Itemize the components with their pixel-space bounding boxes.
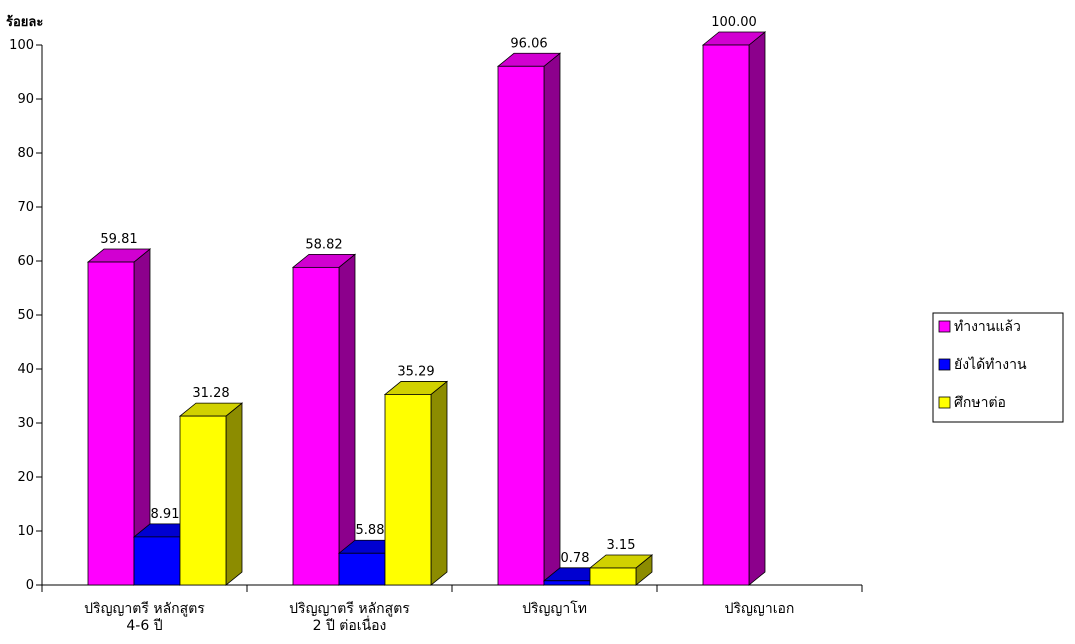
bar-3-3 [588,554,654,586]
data-label: 59.81 [100,232,137,247]
data-label: 0.78 [561,551,590,566]
y-tick-label: 20 [17,470,34,485]
category-label: ปริญญาโท [522,600,587,617]
data-label: 96.06 [510,36,547,51]
legend-label: ยังได้ทำงาน [954,356,1027,373]
legend-swatch [938,320,951,333]
data-label: 100.00 [711,15,757,30]
legend-box [932,312,1064,423]
bar-1-1 [86,248,152,586]
y-tick-label: 80 [17,146,34,161]
y-tick-label: 70 [17,200,34,215]
category-label: ปริญญาตรี หลักสูตร [84,601,205,617]
legend-swatch [938,358,951,371]
bar-1-2 [291,253,357,586]
y-tick-label: 10 [17,524,34,539]
bar-1-4 [701,31,767,586]
legend-label: ทำงานแล้ว [954,319,1021,335]
data-label: 58.82 [305,237,342,252]
legend-label: ศึกษาต่อ [954,395,1006,411]
bars [86,31,767,586]
y-tick-label: 40 [17,362,34,377]
category-label: 2 ปี ต่อเนื่อง [313,616,387,634]
y-axis-title: ร้อยละ [6,14,43,30]
data-label: 31.28 [192,386,229,401]
bar-1-3 [496,52,562,586]
y-tick-label: 30 [17,416,34,431]
category-label: ปริญญาตรี หลักสูตร [289,601,410,617]
legend-swatch [938,396,951,409]
data-label: 5.88 [356,523,385,538]
data-labels: 59.81 8.91 31.28 58.82 5.88 35.29 96.06 0.78 3.1… [100,15,756,566]
y-tick-label: 0 [26,578,34,593]
y-tick-label: 100 [9,38,34,53]
data-label: 3.15 [607,538,636,553]
category-label: ปริญญาเอก [725,601,795,617]
bar-3-1 [178,402,244,586]
y-tick-label: 60 [17,254,34,269]
y-tick-label: 50 [17,308,34,323]
category-label: 4-6 ปี [126,618,162,634]
data-label: 35.29 [397,364,434,379]
category-labels: ปริญญาตรี หลักสูตร4-6 ปีปริญญาตรี หลักสู… [84,600,794,634]
data-label: 8.91 [151,507,180,522]
y-tick-label: 90 [17,92,34,107]
bar-3-2 [383,380,449,586]
